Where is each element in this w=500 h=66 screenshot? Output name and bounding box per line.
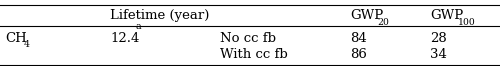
Text: With cc fb: With cc fb (220, 48, 288, 61)
Text: CH: CH (5, 32, 27, 45)
Text: 12.4: 12.4 (110, 32, 140, 45)
Text: a: a (136, 22, 141, 31)
Text: 34: 34 (430, 48, 447, 61)
Text: No cc fb: No cc fb (220, 32, 276, 45)
Text: GWP: GWP (350, 9, 384, 22)
Text: 100: 100 (458, 18, 475, 27)
Text: 86: 86 (350, 48, 367, 61)
Text: Lifetime (year): Lifetime (year) (110, 9, 210, 22)
Text: GWP: GWP (430, 9, 463, 22)
Text: 20: 20 (378, 18, 390, 27)
Text: 84: 84 (350, 32, 367, 45)
Text: 4: 4 (24, 40, 30, 49)
Text: 28: 28 (430, 32, 447, 45)
